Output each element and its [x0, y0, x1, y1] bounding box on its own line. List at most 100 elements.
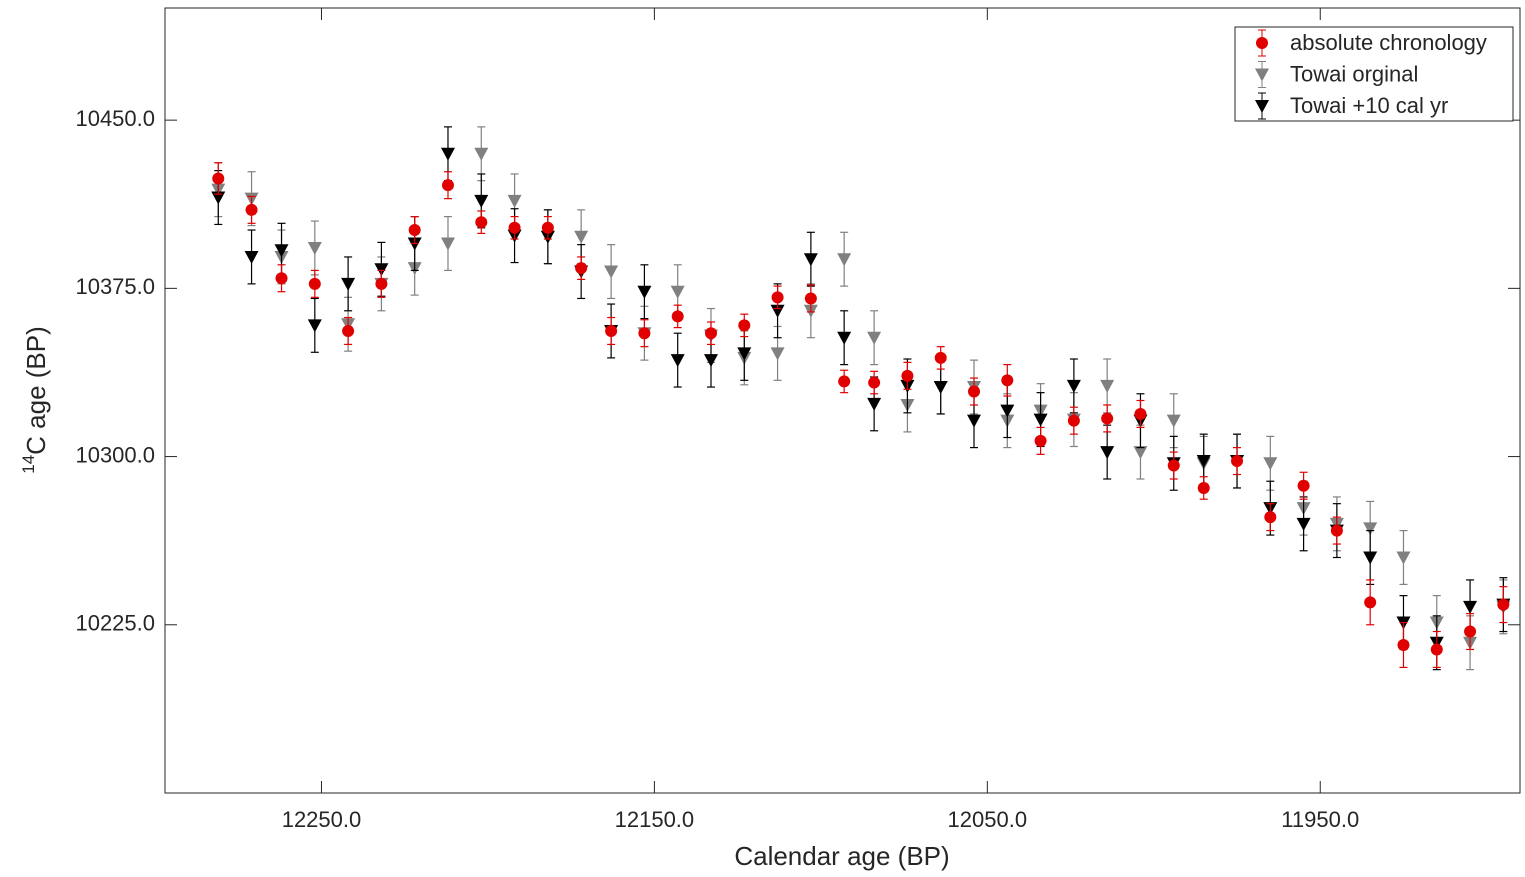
- point: [244, 250, 259, 264]
- point: [541, 221, 554, 234]
- legend-box: [1234, 26, 1514, 122]
- point: [1196, 455, 1211, 469]
- legend-label: Towai +10 cal yr: [1290, 93, 1448, 118]
- point: [1330, 524, 1343, 537]
- point: [1067, 414, 1080, 427]
- legend-label: absolute chronology: [1290, 30, 1487, 55]
- point: [771, 291, 784, 304]
- point: [933, 381, 948, 395]
- point: [934, 351, 947, 364]
- point: [867, 331, 882, 345]
- point: [440, 237, 455, 251]
- point: [1396, 551, 1411, 565]
- point: [1363, 522, 1378, 536]
- y-tick-label: 10300.0: [75, 442, 155, 467]
- point: [837, 331, 852, 345]
- point: [1167, 459, 1180, 472]
- point: [507, 194, 522, 208]
- legend-marker: [1255, 68, 1269, 82]
- point: [341, 277, 356, 291]
- y-tick-label: 10225.0: [75, 611, 155, 636]
- point: [637, 285, 652, 299]
- point: [838, 375, 851, 388]
- x-tick-label: 12150.0: [615, 807, 695, 832]
- point: [474, 147, 489, 161]
- point: [574, 230, 589, 244]
- point: [1066, 379, 1081, 393]
- legend-label: Towai orginal: [1290, 61, 1418, 86]
- point: [967, 414, 982, 428]
- point: [1100, 379, 1115, 393]
- y-axis-label: 14C age (BP): [19, 326, 50, 474]
- point: [1296, 517, 1311, 531]
- point: [703, 354, 718, 368]
- point: [804, 292, 817, 305]
- point: [1264, 511, 1277, 524]
- x-tick-label: 12050.0: [948, 807, 1028, 832]
- point: [1001, 374, 1014, 387]
- point: [605, 324, 618, 337]
- point: [968, 385, 981, 398]
- point: [868, 376, 881, 389]
- point: [575, 262, 588, 275]
- plot-frame: [164, 7, 1521, 794]
- x-tick-label: 12250.0: [282, 807, 362, 832]
- point: [1166, 414, 1181, 428]
- point: [670, 354, 685, 368]
- point: [837, 253, 852, 267]
- point: [1263, 457, 1278, 471]
- y-tick-label: 10375.0: [75, 274, 155, 299]
- point: [704, 327, 717, 340]
- point: [440, 147, 455, 161]
- point: [671, 310, 684, 323]
- point: [1363, 551, 1378, 565]
- point: [670, 285, 685, 299]
- y-axis-label-text: C age (BP): [21, 326, 51, 455]
- point: [275, 272, 288, 285]
- point: [1033, 413, 1048, 427]
- point: [1430, 643, 1443, 656]
- point: [1231, 455, 1244, 468]
- point: [212, 172, 225, 185]
- point: [1297, 479, 1310, 492]
- point: [1034, 434, 1047, 447]
- y-tick-label: 10450.0: [75, 106, 155, 131]
- legend-marker: [1256, 37, 1268, 49]
- point: [604, 265, 619, 279]
- point: [342, 324, 355, 337]
- point: [738, 319, 751, 332]
- point: [307, 241, 322, 255]
- point: [1397, 638, 1410, 651]
- point: [638, 327, 651, 340]
- point: [211, 191, 226, 205]
- point: [1134, 407, 1147, 420]
- point: [1497, 598, 1510, 611]
- point: [1364, 596, 1377, 609]
- point: [1197, 481, 1210, 494]
- legend-marker: [1255, 100, 1269, 113]
- point: [867, 397, 882, 411]
- point: [274, 244, 289, 258]
- point: [1464, 625, 1477, 638]
- point: [408, 224, 421, 237]
- point: [1101, 412, 1114, 425]
- point: [475, 216, 488, 229]
- x-axis-label: Calendar age (BP): [734, 841, 949, 871]
- point: [308, 277, 321, 290]
- y-axis-label-superscript: 14: [19, 455, 38, 474]
- point: [474, 194, 489, 208]
- point: [901, 369, 914, 382]
- x-tick-label: 11950.0: [1281, 807, 1359, 832]
- point: [1100, 446, 1115, 460]
- point: [245, 203, 258, 216]
- point: [375, 277, 388, 290]
- point: [307, 319, 322, 333]
- point: [508, 221, 521, 234]
- point: [1000, 404, 1015, 418]
- point: [770, 347, 785, 361]
- point: [374, 263, 389, 277]
- point: [803, 253, 818, 267]
- point: [441, 179, 454, 192]
- point: [1133, 446, 1148, 460]
